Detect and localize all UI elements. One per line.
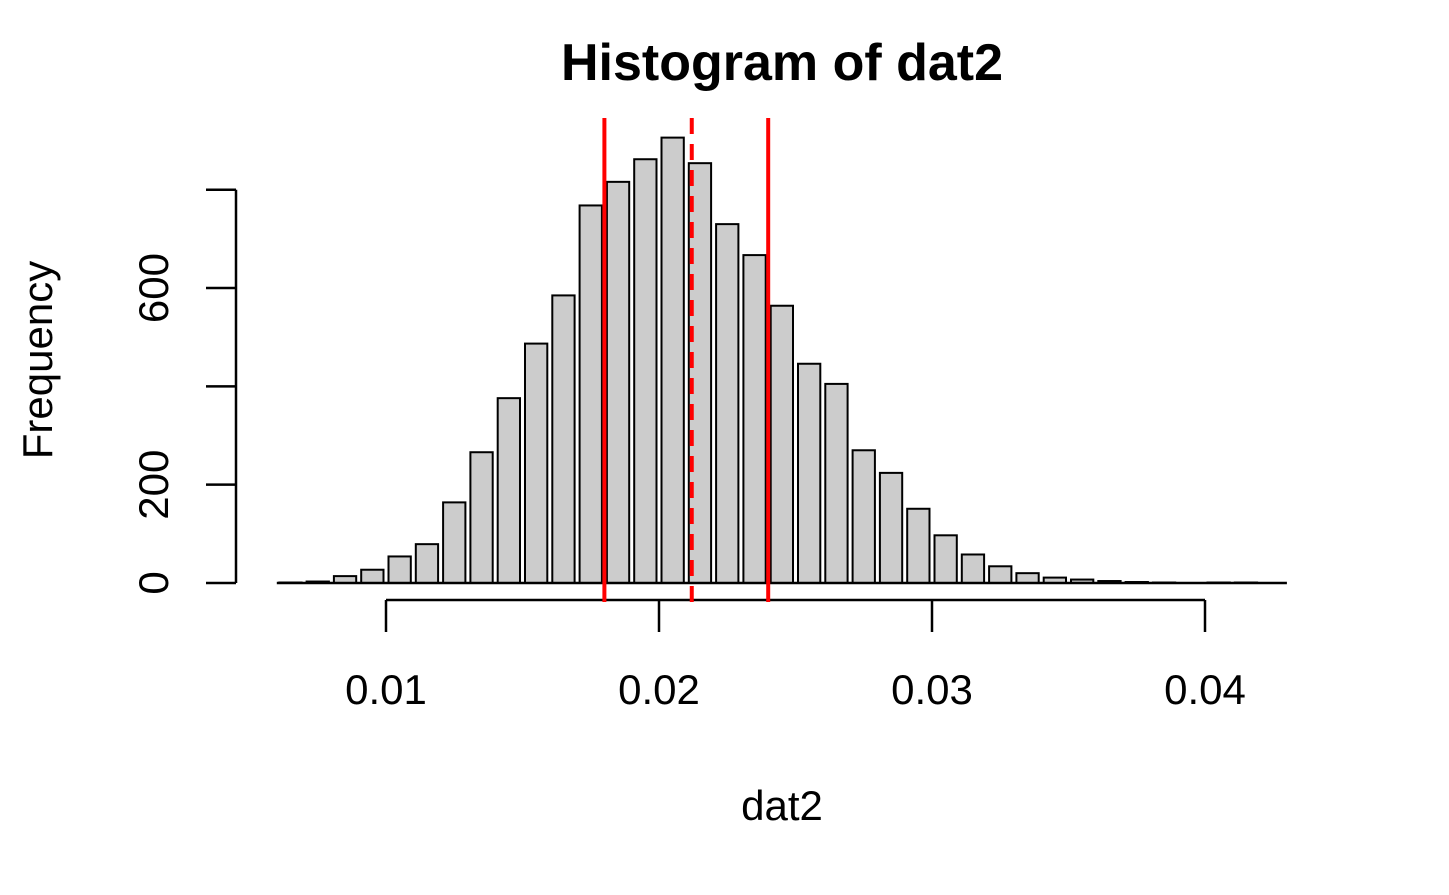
histogram-bar-13 [633, 158, 658, 585]
histogram-bar-20 [824, 382, 849, 584]
histogram-bar-5 [414, 543, 440, 584]
histogram-bar-19 [797, 362, 822, 584]
y-tick-label-3: 600 [130, 253, 177, 323]
histogram-bar-21 [851, 449, 876, 584]
histogram-bar-14 [660, 136, 685, 585]
histogram-bar-6 [442, 501, 467, 585]
x-tick-label-0: 0.01 [345, 666, 427, 713]
histogram-bar-27 [1015, 572, 1040, 584]
chart-title: Histogram of dat2 [561, 34, 1003, 92]
y-axis: 0 200 600 [130, 188, 238, 595]
reference-lines [602, 118, 771, 602]
x-tick-label-1: 0.02 [618, 666, 700, 713]
histogram-bar-8 [496, 397, 522, 584]
x-axis-label: dat2 [741, 782, 823, 829]
histogram-bar-11 [578, 204, 603, 584]
histogram-bar-9 [524, 342, 549, 584]
histogram-bar-24 [933, 534, 958, 584]
histogram-bar-4 [387, 555, 412, 585]
bars-group [276, 136, 1287, 585]
histogram-bar-26 [988, 565, 1013, 584]
histogram-bar-17 [742, 254, 767, 584]
histogram-bar-10 [551, 294, 576, 584]
x-tick-label-2: 0.03 [891, 666, 973, 713]
y-axis-label: Frequency [14, 261, 61, 459]
histogram-bar-7 [469, 451, 494, 585]
histogram-bar-12 [605, 180, 631, 584]
y-tick-label-0: 0 [130, 571, 177, 594]
histogram-bar-25 [960, 553, 986, 584]
histogram-bar-3 [360, 568, 385, 584]
histogram-bar-18 [769, 304, 795, 584]
x-axis: 0.01 0.02 0.03 0.04 [345, 598, 1246, 713]
histogram-bar-16 [715, 223, 740, 584]
y-tick-label-1: 200 [130, 450, 177, 520]
x-tick-label-3: 0.04 [1164, 666, 1246, 713]
histogram-bar-22 [878, 471, 904, 585]
histogram-bar-23 [906, 507, 931, 584]
